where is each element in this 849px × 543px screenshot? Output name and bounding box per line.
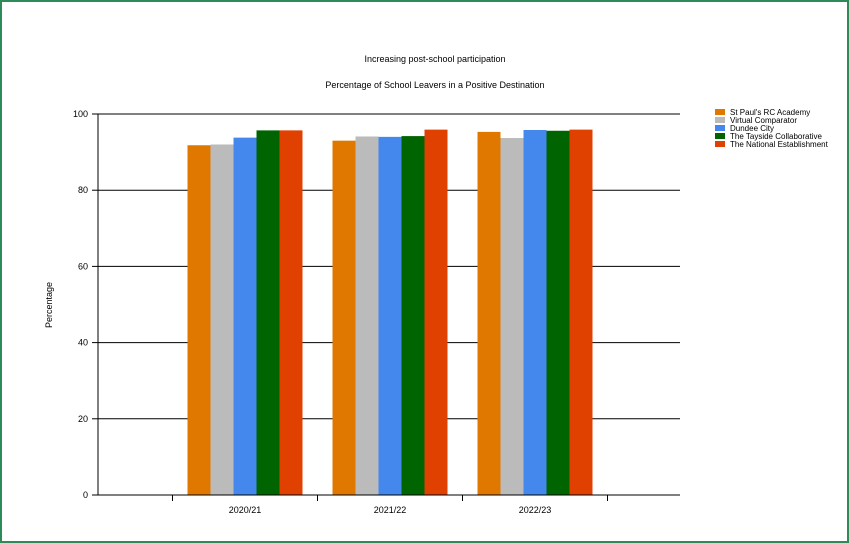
bar — [210, 144, 234, 496]
y-tick-label: 20 — [78, 414, 88, 424]
y-tick-label: 60 — [78, 261, 88, 271]
y-tick-label: 80 — [78, 185, 88, 195]
x-tick-label: 2020/21 — [229, 505, 262, 515]
legend-label: St Paul's RC Academy — [730, 108, 810, 117]
bar — [546, 130, 570, 495]
bar — [401, 136, 425, 495]
legend-swatch — [715, 117, 725, 123]
legend-label: Virtual Comparator — [730, 116, 797, 125]
bars — [187, 129, 593, 496]
x-tick-label: 2022/23 — [519, 505, 552, 515]
bar — [332, 140, 356, 496]
bar — [569, 129, 593, 495]
legend-swatch — [715, 133, 725, 139]
chart-title: Increasing post-school participation — [364, 54, 505, 64]
legend-label: The National Establishment — [730, 140, 829, 149]
chart-subtitle: Percentage of School Leavers in a Positi… — [325, 80, 544, 90]
bar — [355, 136, 379, 495]
bar — [187, 145, 211, 495]
bar — [378, 136, 402, 496]
y-tick-label: 0 — [83, 490, 88, 500]
bar — [279, 130, 303, 495]
y-axis-label: Percentage — [44, 282, 54, 328]
legend-label: The Tayside Collaborative — [730, 132, 822, 141]
x-tick-label: 2021/22 — [374, 505, 407, 515]
legend-swatch — [715, 141, 725, 147]
bar — [477, 131, 501, 496]
bar — [256, 130, 280, 495]
bar — [523, 130, 547, 495]
bar — [424, 129, 448, 495]
y-tick-label: 100 — [73, 109, 88, 119]
y-tick-label: 40 — [78, 338, 88, 348]
axes: 0 20 40 60 80 100 2020/21 2021/22 2022/23 — [73, 109, 680, 515]
bar — [233, 137, 257, 495]
legend-swatch — [715, 109, 725, 115]
legend-swatch — [715, 125, 725, 131]
bar — [500, 138, 524, 496]
legend-label: Dundee City — [730, 124, 774, 133]
